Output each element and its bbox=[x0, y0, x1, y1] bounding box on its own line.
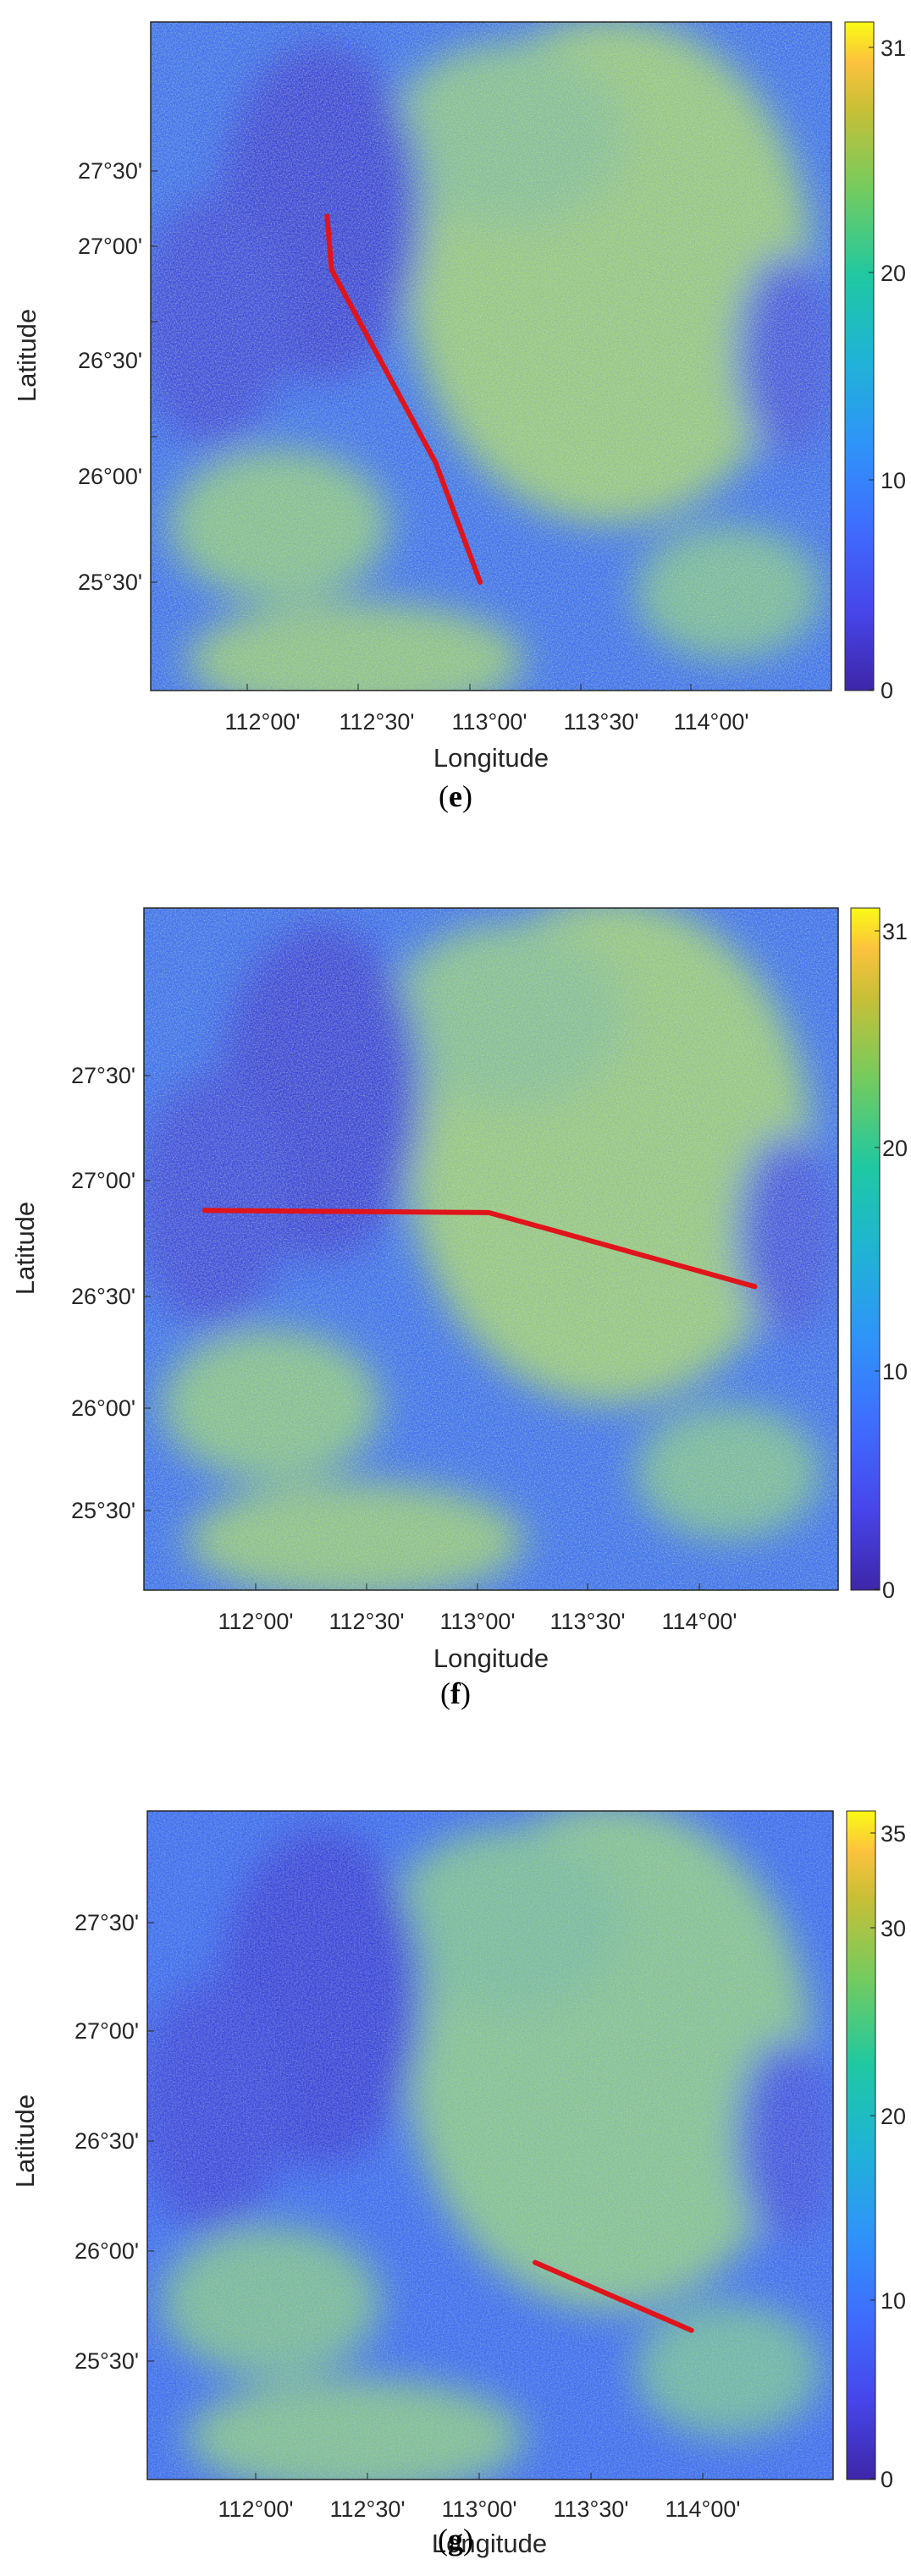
panel-caption-g: (g) bbox=[438, 2523, 473, 2557]
map-frame-f bbox=[143, 907, 839, 1591]
survey-track-line bbox=[324, 213, 483, 585]
map-frame-g bbox=[146, 1810, 834, 2480]
y-tick-label: 27°30' bbox=[78, 158, 142, 184]
y-tick-label: 27°00' bbox=[78, 234, 142, 259]
colorbar-tick-label: 35 bbox=[881, 1821, 906, 1847]
x-tick-label: 112°00' bbox=[218, 1609, 293, 1634]
x-axis-title: Longitude bbox=[433, 743, 549, 773]
caption-letter: g bbox=[448, 2523, 463, 2557]
y-axis-e: 27°30' 27°00' 26°30' 26°00' 25°30' Latit… bbox=[12, 158, 157, 595]
map-panel-f: 27°30' 27°00' 26°30' 26°00' 25°30' Latit… bbox=[0, 880, 911, 1726]
x-axis-title: Longitude bbox=[432, 2529, 547, 2558]
x-tick-label: 112°30' bbox=[339, 709, 414, 735]
x-tick-label: 113°30' bbox=[553, 2496, 628, 2522]
y-tick-label: 27°00' bbox=[75, 2018, 139, 2044]
y-axis-g: 27°30' 27°00' 26°30' 26°00' 25°30' Latit… bbox=[10, 1910, 154, 2374]
x-tick-label: 113°30' bbox=[563, 709, 638, 735]
x-tick-label: 114°00' bbox=[665, 2496, 740, 2522]
panel-caption-f: (f) bbox=[440, 1676, 471, 1710]
y-tick-label: 25°30' bbox=[78, 570, 142, 595]
map-raster-g bbox=[147, 1811, 833, 2480]
y-tick-label: 26°30' bbox=[78, 348, 142, 373]
colorbar-tick-label: 0 bbox=[881, 2467, 893, 2492]
map-raster-f bbox=[144, 908, 838, 1590]
colorbar-tick-label: 10 bbox=[881, 468, 906, 493]
map-figure-g: 27°30' 27°00' 26°30' 26°00' 25°30' Latit… bbox=[10, 1810, 906, 2558]
colorbar-tick-label: 0 bbox=[881, 678, 893, 703]
y-axis-title: Latitude bbox=[10, 1202, 40, 1295]
colorbar-tick-label: 0 bbox=[882, 1577, 895, 1603]
y-tick-label: 25°30' bbox=[75, 2348, 139, 2374]
x-axis-e: 112°00' 112°30' 113°00' 113°30' 114°00' … bbox=[224, 684, 749, 773]
x-tick-label: 114°00' bbox=[661, 1609, 737, 1634]
x-axis-g: 112°00' 112°30' 113°00' 113°30' 114°00' … bbox=[218, 2473, 741, 2558]
y-tick-label: 27°00' bbox=[71, 1168, 135, 1193]
colorbar-g: 35 30 20 10 0 bbox=[846, 1810, 906, 2492]
survey-track-line bbox=[202, 1208, 758, 1290]
survey-track-line bbox=[533, 2260, 694, 2333]
colorbar-tick-label: 20 bbox=[881, 2104, 906, 2129]
colorbar-tick-label: 30 bbox=[881, 1916, 906, 1941]
colorbar-tick-label: 10 bbox=[881, 2288, 906, 2314]
x-tick-label: 113°30' bbox=[549, 1609, 625, 1634]
colorbar-tick-label: 31 bbox=[882, 919, 908, 944]
y-tick-label: 26°30' bbox=[75, 2128, 139, 2154]
x-tick-label: 113°00' bbox=[451, 709, 527, 735]
y-tick-label: 27°30' bbox=[75, 1910, 139, 1935]
colorbar-tick-label: 10 bbox=[882, 1359, 908, 1384]
y-tick-label: 26°00' bbox=[75, 2238, 139, 2264]
map-panel-g: 27°30' 27°00' 26°30' 26°00' 25°30' Latit… bbox=[0, 1777, 911, 2576]
y-axis-title: Latitude bbox=[10, 2094, 40, 2188]
y-tick-label: 27°30' bbox=[71, 1063, 135, 1088]
colorbar-tick-label: 31 bbox=[881, 36, 906, 61]
y-tick-label: 26°30' bbox=[71, 1284, 135, 1309]
x-tick-label: 112°00' bbox=[224, 709, 300, 735]
caption-letter: f bbox=[450, 1676, 461, 1710]
map-figure-f: 27°30' 27°00' 26°30' 26°00' 25°30' Latit… bbox=[10, 907, 908, 1673]
map-frame-e bbox=[150, 21, 832, 691]
x-tick-label: 112°30' bbox=[329, 1609, 404, 1634]
y-axis-f: 27°30' 27°00' 26°30' 26°00' 25°30' Latit… bbox=[10, 1063, 151, 1523]
x-tick-label: 112°30' bbox=[329, 2496, 405, 2522]
x-tick-label: 113°00' bbox=[439, 1609, 515, 1634]
x-tick-label: 114°00' bbox=[673, 709, 748, 735]
colorbar-tick-label: 20 bbox=[882, 1136, 908, 1161]
x-axis-title: Longitude bbox=[433, 1643, 549, 1673]
x-axis-f: 112°00' 112°30' 113°00' 113°30' 114°00' … bbox=[218, 1583, 737, 1673]
colorbar-e: 31 20 10 0 bbox=[844, 21, 906, 703]
x-tick-label: 113°00' bbox=[441, 2496, 516, 2522]
caption-letter: e bbox=[449, 779, 462, 813]
colorbar-f: 31 20 10 0 bbox=[850, 907, 908, 1603]
colorbar-tick-label: 20 bbox=[881, 261, 906, 286]
x-tick-label: 112°00' bbox=[218, 2496, 293, 2522]
map-panel-e: 27°30' 27°00' 26°30' 26°00' 25°30' Latit… bbox=[0, 0, 911, 846]
y-tick-label: 26°00' bbox=[71, 1395, 135, 1421]
y-tick-label: 25°30' bbox=[71, 1498, 135, 1523]
map-raster-e bbox=[151, 22, 831, 691]
y-axis-title: Latitude bbox=[12, 309, 41, 402]
map-figure-e: 27°30' 27°00' 26°30' 26°00' 25°30' Latit… bbox=[12, 21, 906, 773]
y-tick-label: 26°00' bbox=[78, 464, 142, 489]
panel-caption-e: (e) bbox=[439, 779, 472, 813]
